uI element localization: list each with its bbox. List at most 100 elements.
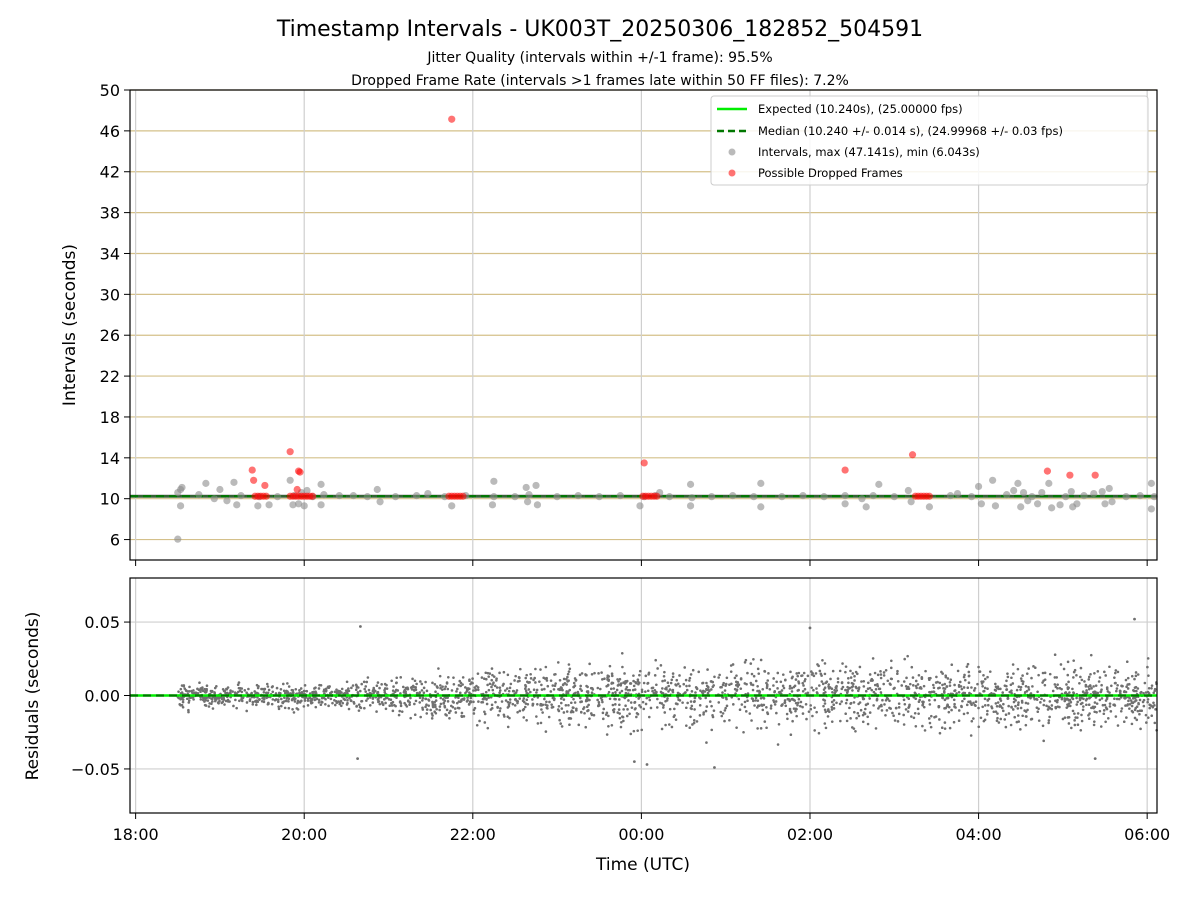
residual-point — [797, 688, 800, 692]
residual-point — [627, 699, 630, 702]
residual-point — [543, 697, 546, 701]
residual-point — [401, 685, 405, 689]
residual-point — [953, 689, 957, 692]
residual-point — [870, 688, 874, 692]
residual-point — [487, 688, 491, 692]
residual-point — [524, 689, 528, 693]
residual-point — [277, 705, 280, 708]
residual-point — [456, 706, 460, 710]
residual-point — [817, 664, 820, 668]
residual-point — [797, 697, 801, 701]
residual-point — [540, 688, 544, 691]
residual-point — [213, 691, 216, 695]
intervals-plot-frame — [129, 89, 1158, 561]
residual-point — [928, 721, 932, 725]
residual-point — [614, 690, 617, 694]
interval-point — [522, 483, 530, 492]
residual-point — [398, 700, 402, 704]
residual-point — [1128, 703, 1132, 706]
residual-point — [879, 670, 882, 673]
residual-point — [472, 700, 475, 704]
residual-point — [1005, 688, 1009, 691]
residual-point — [701, 689, 705, 693]
residual-point — [433, 703, 437, 707]
interval-point — [820, 493, 828, 501]
residual-point — [204, 704, 208, 707]
residual-point — [1043, 671, 1047, 675]
residual-point — [476, 686, 480, 689]
residual-point — [637, 697, 640, 700]
residual-point — [763, 720, 767, 723]
interval-point — [202, 479, 210, 487]
residual-point — [871, 678, 874, 682]
residual-point — [759, 727, 763, 730]
residual-point — [840, 700, 843, 703]
residual-point — [449, 709, 452, 713]
residual-point — [796, 703, 799, 707]
intervals-y-tick-label: 10 — [100, 490, 120, 509]
residual-point — [1063, 697, 1066, 700]
residual-point — [277, 707, 281, 711]
interval-point — [286, 476, 294, 484]
residual-point — [374, 689, 377, 693]
residual-point — [1105, 687, 1109, 691]
residual-point — [461, 676, 465, 679]
residual-point — [1048, 715, 1051, 719]
dropped-frame-point — [262, 492, 270, 500]
residual-point — [629, 732, 633, 736]
residual-point — [455, 701, 459, 705]
residual-point — [451, 700, 455, 703]
residual-point — [1054, 685, 1058, 689]
residual-point — [1087, 678, 1091, 681]
dropped-frame-point — [653, 492, 661, 500]
residual-point — [883, 703, 886, 706]
residual-point — [790, 690, 794, 693]
residual-point — [725, 676, 729, 680]
residual-point — [309, 699, 313, 702]
residual-point — [864, 703, 868, 707]
residual-point — [250, 691, 253, 695]
residual-point — [224, 699, 228, 703]
residual-point — [721, 696, 725, 699]
intervals-y-tick-label: 22 — [100, 367, 120, 386]
residual-point — [559, 722, 562, 725]
residual-point — [610, 672, 614, 675]
residual-point — [940, 726, 944, 730]
residual-point — [276, 700, 280, 704]
interval-point — [688, 494, 696, 502]
residual-point — [459, 700, 462, 703]
residual-point — [360, 682, 364, 686]
residual-point — [1080, 696, 1083, 700]
residual-point — [557, 705, 561, 708]
residual-point — [572, 697, 575, 701]
residual-point — [380, 683, 383, 686]
residual-point — [973, 686, 977, 690]
residual-point — [535, 691, 538, 694]
residual-point — [639, 705, 643, 709]
residual-point — [1150, 684, 1154, 687]
residual-point — [691, 723, 694, 726]
residual-point — [615, 688, 619, 692]
residual-point — [882, 671, 886, 674]
residual-point — [996, 701, 1000, 704]
residual-point — [974, 704, 977, 707]
residual-point — [879, 673, 883, 676]
residual-point — [256, 686, 260, 690]
residual-point — [603, 677, 606, 680]
residual-point — [1050, 707, 1054, 711]
residual-point — [253, 690, 257, 693]
residual-point — [585, 699, 589, 702]
residual-point — [851, 689, 854, 692]
residual-point — [628, 688, 632, 692]
residual-point — [983, 697, 987, 701]
residual-point — [205, 690, 208, 694]
residual-point — [303, 689, 306, 693]
residual-point — [468, 702, 471, 706]
residual-point — [705, 687, 708, 691]
interval-point — [233, 501, 241, 509]
residual-point — [512, 689, 516, 693]
dropped-frame-point — [248, 466, 256, 474]
residual-point — [645, 696, 649, 700]
interval-point — [875, 480, 883, 488]
residual-point — [632, 684, 636, 688]
